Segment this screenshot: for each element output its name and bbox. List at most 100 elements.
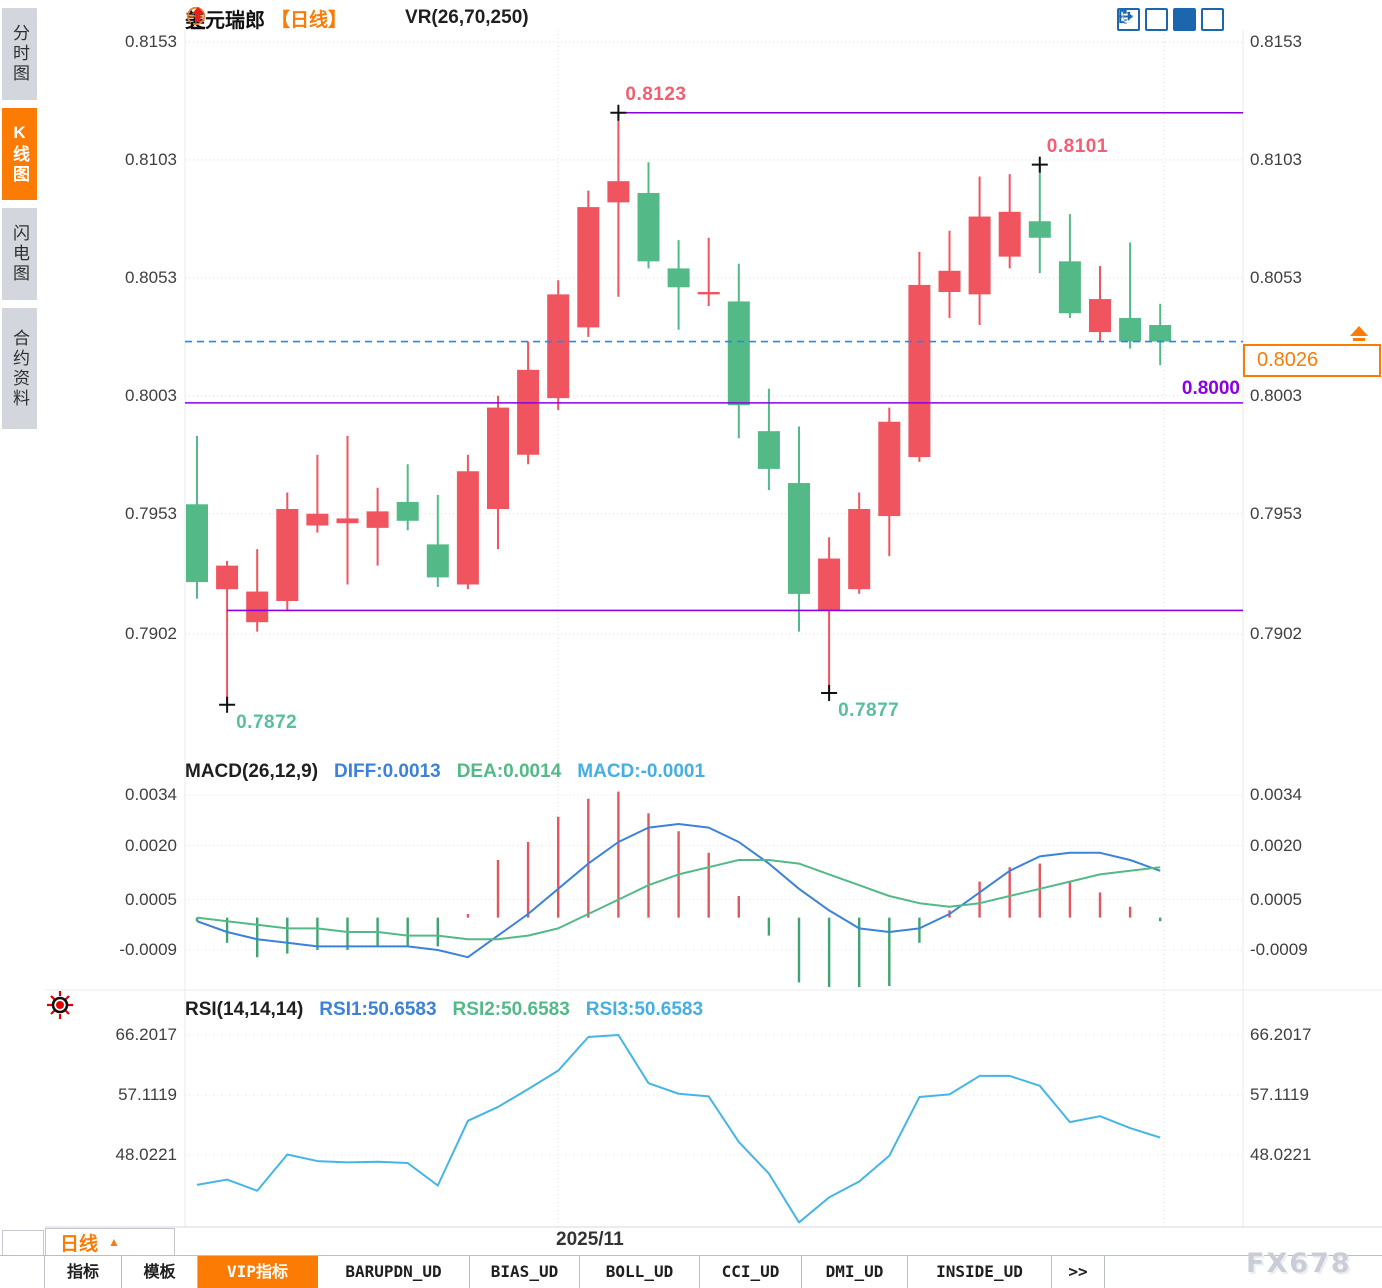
candle-body [246, 591, 269, 623]
y-axis-label-left: 0.0034 [125, 785, 177, 805]
candle-body [456, 471, 479, 585]
y-axis-label-left: 66.2017 [115, 1025, 177, 1044]
macd-hist-value: MACD:-0.0001 [577, 761, 706, 782]
candle-body [998, 211, 1021, 257]
y-axis-label-left: 0.8103 [125, 149, 177, 169]
tab-BARUPDN_UD[interactable]: BARUPDN_UD [318, 1256, 470, 1288]
candle-body [547, 294, 570, 399]
y-axis-label-right: 0.8053 [1250, 267, 1302, 287]
y-axis-label-left: 0.7902 [125, 624, 177, 643]
y-axis-label-right: 0.0005 [1250, 889, 1302, 909]
sidebar-item-1[interactable]: K线图 [2, 108, 37, 200]
y-axis-label-right: 0.0034 [1250, 785, 1302, 805]
candle-body [1089, 299, 1111, 333]
sidebar-item-3[interactable]: 合约资料 [2, 308, 37, 429]
watermark: FX678 [1246, 1248, 1352, 1279]
price-annotation: 0.8101 [1046, 135, 1108, 157]
y-axis-label-left: 48.0221 [115, 1144, 177, 1164]
tab-VIP指标[interactable]: VIP指标 [198, 1256, 318, 1288]
indicator-tab-bar: 指标 模板 VIP指标 BARUPDN_UD BIAS_UD BOLL_UD CCI_UD D… [0, 1255, 1382, 1288]
y-axis-label-left: 0.7953 [125, 503, 177, 523]
candle-body [276, 509, 299, 601]
current-price-box[interactable]: 0.8026 [1243, 344, 1381, 377]
candle-body [216, 565, 239, 590]
price-up-arrow-base [1353, 338, 1365, 341]
candle-body [1149, 325, 1172, 342]
tab-BIAS_UD[interactable]: BIAS_UD [470, 1256, 580, 1288]
candle-body [757, 431, 780, 469]
sidebar-item-2[interactable]: 闪电图 [2, 208, 37, 300]
y-axis-label-right: 0.0020 [1250, 835, 1302, 855]
macd-params: MACD(26,12,9) [185, 761, 319, 782]
sidebar: 分时图 K线图闪电图合约资料 [0, 0, 40, 1288]
candle-body [878, 421, 901, 517]
rsi2-value: RSI2:50.6583 [452, 999, 570, 1020]
rsi3-value: RSI3:50.6583 [585, 999, 704, 1020]
axis-range-icon[interactable] [1119, 8, 1168, 31]
candle-body [487, 407, 509, 510]
candle-body [1119, 317, 1142, 342]
y-axis-label-left: 0.8053 [125, 267, 177, 287]
vr-indicator-label: VR(26,70,250) [405, 7, 529, 28]
candle-body [938, 270, 961, 293]
y-axis-label-right: 0.7902 [1250, 624, 1302, 643]
tab->>[interactable]: >> [1052, 1256, 1105, 1288]
candle-body [336, 518, 359, 524]
price-annotation: 0.8123 [625, 83, 687, 105]
tab-模板[interactable]: 模板 [122, 1256, 198, 1288]
y-axis-label-right: 0.7953 [1250, 503, 1302, 523]
y-axis-label-left: 0.0020 [125, 835, 177, 855]
y-axis-label-right: 66.2017 [1250, 1025, 1312, 1044]
y-axis-label-left: -0.0009 [119, 940, 177, 959]
macd-diff-line [196, 823, 1161, 959]
candle-body [186, 504, 208, 583]
macd-dea-value: DEA:0.0014 [456, 761, 562, 782]
candle-body [396, 501, 419, 521]
candle-body [607, 181, 630, 203]
exit-right-icon[interactable] [1119, 8, 1224, 31]
x-axis-date-label: 2025/11 [556, 1229, 624, 1250]
candle-body [366, 511, 389, 528]
psych-level-label: 0.8000 [1181, 378, 1240, 399]
period-tag: 【日线】 [271, 9, 348, 31]
rsi-header: RSI(14,14,14) RSI1:50.6583 RSI2:50.6583 … [185, 998, 703, 1022]
candle-body [637, 192, 660, 262]
candle-body [727, 301, 750, 406]
candle-body [788, 483, 810, 594]
candle-body [1058, 261, 1081, 314]
candle-body [697, 292, 720, 295]
price-up-arrow-icon [1350, 326, 1368, 336]
tab-BOLL_UD[interactable]: BOLL_UD [580, 1256, 700, 1288]
y-axis-label-right: -0.0009 [1250, 940, 1308, 959]
tab-spacer [0, 1256, 45, 1288]
current-price-value: 0.8026 [1257, 349, 1319, 371]
candle-body [968, 216, 991, 295]
tab-DMI_UD[interactable]: DMI_UD [802, 1256, 908, 1288]
tab-指标[interactable]: 指标 [45, 1256, 122, 1288]
sidebar-item-0[interactable]: 分时图 [2, 8, 37, 100]
macd-dea-line [196, 859, 1161, 941]
candle-body [517, 369, 540, 455]
tab-INSIDE_UD[interactable]: INSIDE_UD [908, 1256, 1052, 1288]
macd-header: MACD(26,12,9) DIFF:0.0013 DEA:0.0014 MAC… [185, 760, 705, 784]
candle-body [577, 207, 600, 328]
candle-body [667, 268, 690, 288]
chart-toolbar [1117, 8, 1224, 31]
period-selector-label: 日线 [60, 1233, 99, 1255]
tab-CCI_UD[interactable]: CCI_UD [700, 1256, 802, 1288]
candle-body [306, 513, 329, 526]
rsi-line [196, 1034, 1161, 1224]
candle-body [426, 544, 449, 578]
candle-body [908, 284, 931, 458]
price-annotation: 0.7877 [838, 699, 900, 721]
triangle-up-icon: ▲ [108, 1235, 120, 1249]
axis-play-icon[interactable] [1119, 8, 1196, 31]
y-axis-label-right: 0.8103 [1250, 149, 1302, 169]
candle-body [818, 558, 841, 611]
chart-title-row: 美元瑞郎 【日线】 VR(26,70,250) [185, 5, 529, 32]
price-annotation: 0.7872 [236, 711, 298, 733]
y-axis-label-right: 57.1119 [1250, 1084, 1309, 1104]
period-selector[interactable]: 日线 ▲ [45, 1228, 175, 1256]
